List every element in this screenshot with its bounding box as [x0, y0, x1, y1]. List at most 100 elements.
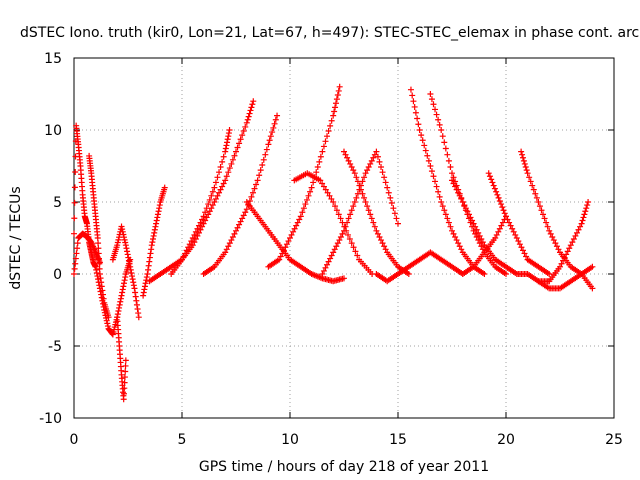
data-point [243, 119, 250, 126]
data-point [103, 317, 110, 324]
data-point [585, 199, 592, 205]
data-point [236, 221, 243, 228]
data-point [226, 127, 233, 133]
data-point [189, 242, 196, 249]
data-point [96, 259, 103, 266]
data-point [341, 275, 347, 282]
data-point [143, 274, 150, 281]
data-point [257, 167, 264, 174]
data-point [337, 233, 344, 240]
data-point [179, 256, 185, 263]
data-point [422, 147, 429, 154]
data-point [425, 157, 432, 164]
data-point [359, 190, 366, 197]
data-point [353, 174, 360, 181]
x-tick-label: 5 [178, 432, 187, 448]
data-point [589, 263, 596, 270]
data-point [378, 237, 385, 244]
data-point [195, 229, 202, 236]
data-point [279, 250, 286, 257]
data-point [96, 260, 103, 267]
data-point [334, 92, 341, 99]
data-point [550, 237, 557, 244]
data-point [121, 379, 128, 386]
data-point [546, 271, 553, 277]
data-point [382, 246, 389, 253]
data-point [302, 201, 309, 208]
data-point [543, 219, 550, 226]
data-point [458, 195, 465, 202]
data-point [119, 228, 126, 235]
data-point [540, 211, 547, 218]
data-point [455, 240, 462, 247]
data-point [231, 152, 238, 159]
data-point [314, 164, 321, 171]
data-point [370, 154, 377, 161]
data-point [154, 214, 161, 221]
data-point [122, 362, 129, 369]
data-point [409, 92, 416, 99]
data-point [211, 199, 218, 205]
data-point [332, 203, 339, 210]
data-point [368, 215, 375, 222]
data-point [114, 242, 121, 249]
data-point [348, 207, 355, 214]
data-point [224, 139, 231, 146]
data-point [122, 239, 129, 246]
data-point [156, 205, 163, 212]
data-point [186, 241, 193, 248]
data-point [313, 169, 320, 176]
data-point [222, 177, 229, 184]
data-point [384, 184, 391, 191]
data-point [297, 213, 304, 220]
data-point [127, 266, 134, 273]
data-point [496, 225, 503, 232]
data-point [276, 256, 283, 263]
data-point [237, 136, 244, 143]
data-point [142, 280, 149, 287]
data-point [427, 163, 434, 169]
data-point [71, 199, 78, 206]
data-point [530, 186, 537, 193]
data-point [342, 151, 349, 158]
data-point [322, 186, 329, 193]
data-point [461, 202, 468, 209]
data-point [376, 233, 383, 240]
data-point [418, 132, 425, 139]
data-point [327, 255, 334, 262]
data-point [479, 239, 486, 246]
data-point [478, 243, 485, 250]
data-point [501, 210, 508, 217]
data-point [129, 273, 136, 280]
data-point [450, 180, 457, 187]
data-point [465, 211, 472, 218]
data-point [223, 246, 230, 253]
data-point [566, 245, 573, 252]
y-tick-label: 10 [44, 123, 62, 139]
data-point [472, 230, 479, 237]
data-point [453, 186, 460, 193]
data-point [524, 170, 531, 177]
data-point [120, 396, 127, 403]
data-point [381, 174, 388, 181]
data-point [438, 127, 445, 133]
data-point [354, 252, 361, 259]
data-point [104, 323, 111, 330]
data-point [433, 111, 440, 118]
data-point [412, 109, 419, 116]
data-point [317, 153, 324, 160]
data-point [217, 186, 224, 193]
x-tick-label: 0 [70, 432, 79, 448]
data-point [336, 237, 343, 244]
data-point [388, 200, 395, 207]
series-arc-t [459, 213, 509, 277]
data-point [405, 271, 412, 277]
data-point [199, 216, 206, 223]
data-point [436, 193, 443, 200]
data-point [214, 192, 221, 199]
data-point [342, 223, 349, 230]
series-arc-f [109, 223, 142, 321]
data-point [442, 145, 449, 152]
data-point [129, 276, 136, 283]
data-point [285, 238, 292, 245]
